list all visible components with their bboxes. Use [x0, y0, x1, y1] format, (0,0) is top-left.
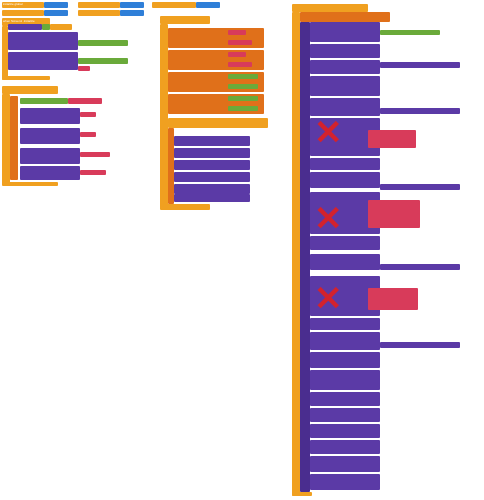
middle-call-1[interactable]: [174, 136, 250, 146]
set-tag-call-1[interactable]: [20, 108, 80, 124]
set-width-1[interactable]: [310, 408, 380, 422]
list-select-3[interactable]: [368, 288, 418, 310]
cross-mark-1: ✕: [314, 114, 343, 152]
initialize-body-frame: [2, 26, 8, 80]
middle-chip-7[interactable]: [228, 96, 258, 101]
got-value-end: [2, 182, 58, 186]
tag-chip-1[interactable]: [80, 112, 96, 117]
set-tag-call-4[interactable]: [20, 166, 80, 180]
global-list-4[interactable]: [44, 10, 68, 16]
got-value-inner-frame: [10, 96, 18, 180]
middle-foreach-1[interactable]: [168, 28, 264, 48]
middle-chip-8[interactable]: [228, 106, 258, 111]
get-card-view-5[interactable]: [380, 342, 460, 348]
middle-chip-2[interactable]: [228, 40, 252, 45]
global-var-3[interactable]: [152, 2, 196, 8]
global-var-5[interactable]: [78, 10, 120, 16]
cross-mark-2: ✕: [314, 200, 343, 238]
set-text-1[interactable]: [310, 76, 380, 96]
event-label: when Screen1 .Initialize: [3, 19, 35, 23]
set-font-size-1[interactable]: [310, 158, 380, 170]
middle-loop-body: [168, 128, 174, 204]
set-font-size-4[interactable]: [310, 392, 380, 406]
create-card-view-1[interactable]: [310, 22, 380, 42]
set-background-color[interactable]: [310, 370, 380, 390]
create-label-3[interactable]: [310, 98, 380, 116]
initialize-body-end: [2, 76, 50, 80]
arrangement-text-1[interactable]: [78, 40, 128, 46]
global-list-3[interactable]: [196, 2, 220, 8]
get-card-view-2[interactable]: [380, 108, 460, 114]
middle-call-4[interactable]: [174, 172, 250, 182]
tag-chip-3[interactable]: [80, 152, 110, 157]
list-select-1[interactable]: [368, 130, 416, 148]
create-button[interactable]: [310, 332, 380, 350]
tag-chip-4[interactable]: [80, 170, 106, 175]
got-value-frame: [2, 94, 10, 184]
right-number-loop[interactable]: [300, 12, 390, 22]
middle-chip-6[interactable]: [228, 84, 258, 89]
get-card-view-1[interactable]: [380, 62, 460, 68]
get-card-view-3[interactable]: [380, 184, 460, 190]
set-text-5[interactable]: [310, 352, 380, 368]
cross-mark-3: ✕: [314, 280, 343, 318]
create-label-4[interactable]: [310, 172, 380, 188]
global-list-1[interactable]: [44, 2, 68, 8]
set-alignment[interactable]: [310, 456, 380, 472]
set-component-call-1[interactable]: [8, 32, 78, 50]
tag-chip-2[interactable]: [80, 132, 96, 137]
middle-call-2[interactable]: [174, 148, 250, 158]
get-tag-list-call[interactable]: [8, 24, 42, 30]
set-component-call-2[interactable]: [8, 52, 78, 70]
global-var-2[interactable]: [78, 2, 120, 8]
set-text-color[interactable]: [310, 440, 380, 454]
middle-chip-5[interactable]: [228, 74, 258, 79]
got-value-condition[interactable]: [20, 98, 68, 104]
got-value-event-block[interactable]: [2, 86, 58, 94]
create-label-5[interactable]: [310, 254, 380, 270]
set-font-size-5[interactable]: [310, 424, 380, 438]
middle-chip-4[interactable]: [228, 62, 252, 67]
set-font-size-2[interactable]: [310, 236, 380, 250]
set-width-2[interactable]: [310, 474, 380, 490]
middle-number-loop[interactable]: [168, 118, 268, 128]
set-tag-call-3[interactable]: [20, 148, 80, 164]
math-chip-1[interactable]: [78, 66, 90, 71]
middle-event-block[interactable]: [160, 16, 210, 24]
middle-chip-3[interactable]: [228, 52, 246, 57]
middle-frame: [160, 24, 168, 208]
middle-call-5[interactable]: [174, 184, 250, 194]
middle-chip-1[interactable]: [228, 30, 246, 35]
global-label: initialize global: [3, 2, 23, 6]
right-end: [292, 492, 312, 496]
card-arrangement-chip-1[interactable]: [380, 30, 440, 35]
middle-call-6[interactable]: [174, 194, 250, 202]
middle-end: [160, 204, 210, 210]
middle-foreach-2[interactable]: [168, 50, 264, 70]
text-block[interactable]: [42, 24, 50, 30]
get-card-view-4[interactable]: [380, 264, 460, 270]
create-label-2[interactable]: [310, 60, 380, 74]
initialize-event-block[interactable]: when Screen1 .Initialize: [2, 18, 50, 26]
arrangement-text-2[interactable]: [78, 58, 128, 64]
global-list-5[interactable]: [120, 10, 144, 16]
global-var-4[interactable]: [2, 10, 44, 16]
set-font-size-3[interactable]: [310, 318, 380, 330]
right-event-block[interactable]: [292, 4, 368, 12]
list-select-2[interactable]: [368, 200, 420, 228]
set-tag-call-2[interactable]: [20, 128, 80, 144]
text-chip-orange[interactable]: [50, 24, 72, 30]
right-loop-body: [300, 22, 310, 492]
global-list-2[interactable]: [120, 2, 144, 8]
middle-call-3[interactable]: [174, 160, 250, 170]
got-value-compare[interactable]: [68, 98, 102, 104]
global-var-1[interactable]: initialize global: [2, 2, 44, 8]
create-label-1[interactable]: [310, 44, 380, 58]
right-frame: [292, 12, 300, 496]
